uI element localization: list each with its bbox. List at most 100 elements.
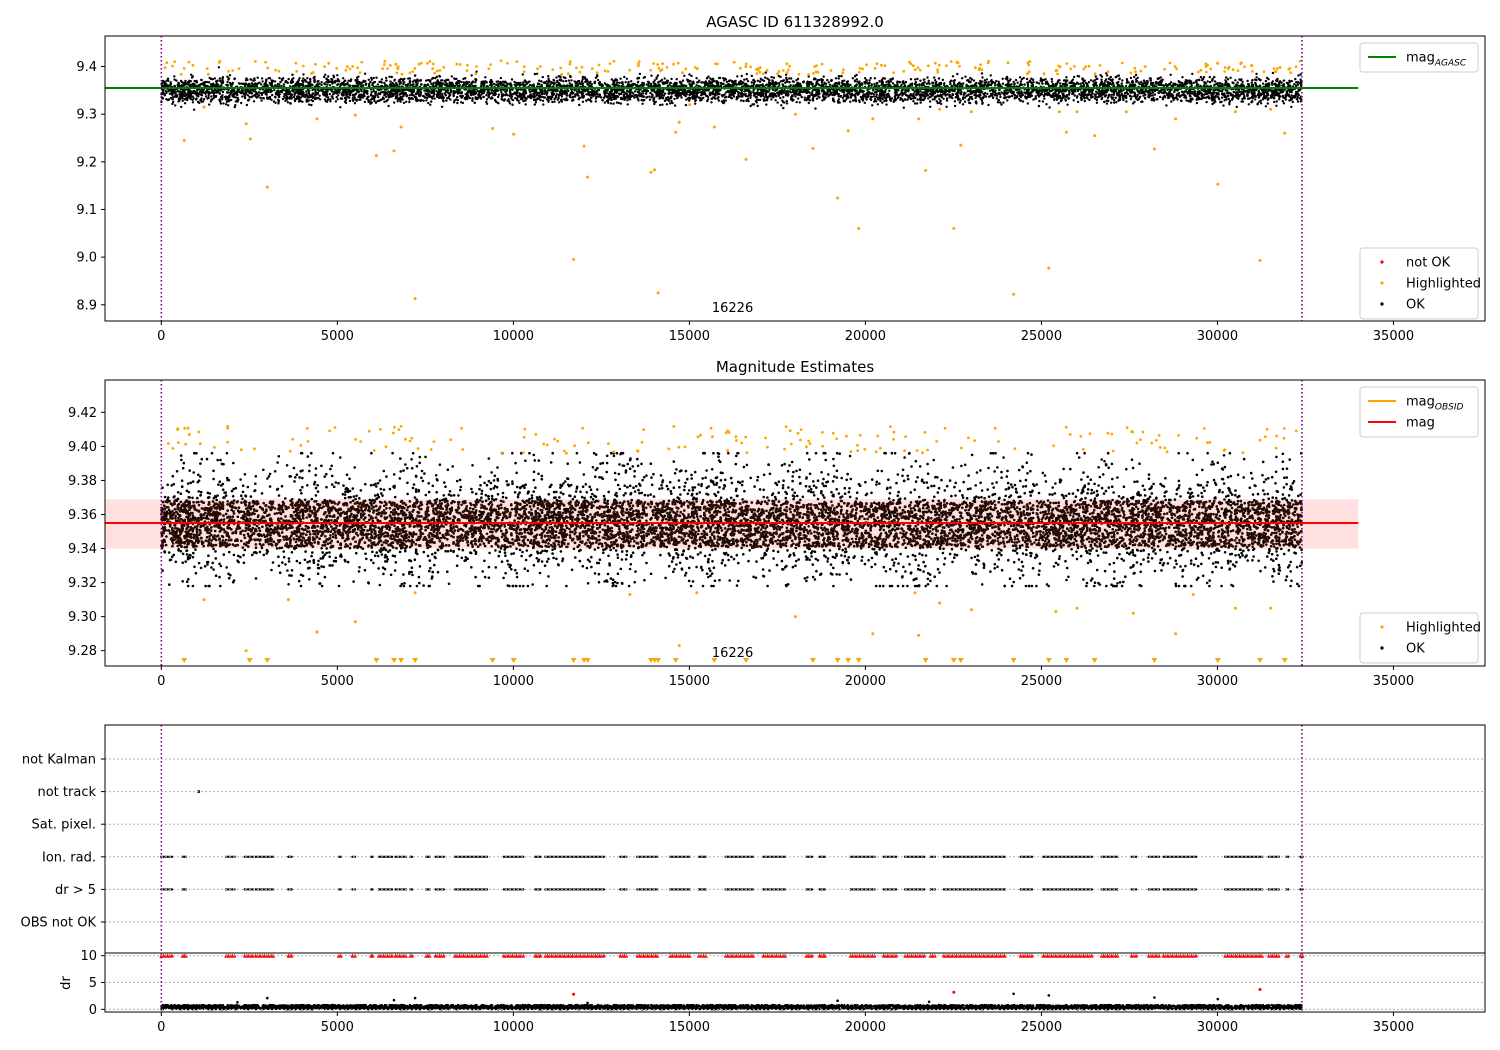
agasc-ok-point — [1195, 79, 1198, 82]
agasc-ok-point — [695, 77, 698, 80]
agasc-ok-point — [385, 76, 388, 80]
agasc-ok-point — [277, 99, 281, 103]
agasc-ok-point — [1110, 93, 1114, 97]
agasc-ok-point — [719, 81, 723, 85]
agasc-ok-point — [557, 101, 561, 104]
agasc-ok-point — [197, 93, 200, 96]
agasc-ok-point — [1112, 90, 1115, 94]
agasc-ok-point — [688, 99, 691, 102]
agasc-ok-point — [327, 75, 330, 78]
agasc-ok-point — [642, 92, 645, 95]
agasc-ok-point — [681, 79, 685, 82]
agasc-ok-point — [500, 97, 503, 101]
agasc-ok-point — [945, 84, 949, 88]
agasc-ok-point — [398, 99, 402, 102]
agasc-ok-point — [1138, 96, 1142, 99]
agasc-ok-point — [944, 94, 947, 97]
agasc-ok-point — [538, 79, 541, 82]
agasc-ok-point — [1205, 100, 1208, 104]
agasc-ok-point — [1115, 101, 1118, 104]
agasc-ok-point — [320, 81, 323, 84]
agasc-ok-point — [433, 97, 436, 100]
agasc-ok-point — [1275, 100, 1279, 103]
agasc-ok-point — [1271, 83, 1274, 86]
agasc-ok-point — [656, 84, 659, 87]
agasc-ok-point — [240, 101, 243, 105]
agasc-ok-point — [389, 80, 392, 83]
agasc-ok-point — [211, 78, 215, 81]
agasc-ok-point — [331, 97, 335, 100]
agasc-ok-point — [446, 89, 450, 92]
agasc-ok-point — [904, 98, 907, 101]
agasc-ok-point — [788, 77, 791, 80]
agasc-ok-point — [510, 78, 514, 81]
agasc-ok-point — [1281, 99, 1285, 103]
agasc-ok-point — [181, 99, 184, 103]
agasc-ok-point — [914, 81, 918, 84]
agasc-ok-point — [310, 103, 313, 107]
agasc-ok-point — [564, 79, 568, 83]
agasc-ok-point — [226, 80, 229, 84]
agasc-ok-point — [966, 84, 969, 88]
agasc-ok-point — [791, 80, 795, 83]
agasc-ok-point — [1034, 95, 1037, 98]
agasc-ok-point — [221, 77, 224, 81]
agasc-ok-point — [1073, 94, 1076, 97]
agasc-ok-point — [202, 98, 206, 101]
agasc-ok-point — [658, 84, 662, 88]
agasc-ok-point — [815, 97, 819, 101]
agasc-ok-point — [897, 89, 900, 92]
agasc-ok-point — [446, 82, 449, 86]
agasc-ok-point — [762, 79, 766, 83]
agasc-ok-point — [440, 105, 444, 109]
agasc-ok-point — [233, 77, 236, 80]
agasc-ok-point — [1032, 98, 1035, 101]
agasc-ok-point — [221, 94, 224, 97]
agasc-ok-point — [1086, 82, 1089, 86]
agasc-ok-point — [845, 80, 849, 84]
agasc-ok-point — [972, 79, 976, 82]
agasc-ok-point — [1078, 93, 1081, 96]
agasc-ok-point — [1255, 76, 1258, 79]
agasc-ok-point — [1095, 101, 1099, 105]
agasc-ok-point — [555, 84, 558, 88]
agasc-ok-point — [1054, 94, 1057, 97]
agasc-ok-point — [678, 81, 682, 84]
agasc-ok-point — [1145, 80, 1148, 83]
agasc-ok-point — [567, 89, 570, 93]
agasc-ok-point — [589, 80, 592, 84]
agasc-ok-point — [1100, 78, 1103, 82]
agasc-ok-point — [881, 101, 884, 104]
agasc-ok-point — [565, 97, 568, 100]
agasc-ok-point — [1007, 80, 1010, 83]
agasc-panel: AGASC ID 611328992.0 0 5000 10000 15000 2000… — [76, 13, 1486, 344]
agasc-ok-point — [755, 98, 759, 101]
agasc-ok-point — [1083, 97, 1086, 100]
agasc-ok-point — [430, 100, 433, 103]
agasc-ok-point — [618, 81, 621, 85]
agasc-ok-point — [241, 95, 244, 98]
agasc-ok-point — [204, 92, 207, 96]
agasc-ok-point — [1037, 95, 1041, 98]
agasc-ok-point — [444, 81, 447, 84]
agasc-ok-point — [945, 105, 948, 109]
agasc-ok-point — [1083, 99, 1087, 103]
agasc-ok-point — [668, 102, 672, 105]
agasc-ok-point — [997, 99, 1001, 102]
agasc-ok-point — [378, 88, 381, 92]
agasc-ok-point — [824, 96, 827, 99]
agasc-ok-point — [375, 76, 378, 79]
agasc-ok-point — [670, 77, 673, 81]
agasc-ok-point — [578, 96, 582, 99]
agasc-ok-point — [412, 88, 416, 92]
agasc-ok-point — [743, 78, 746, 81]
agasc-ok-point — [1020, 90, 1023, 93]
agasc-ok-point — [373, 80, 377, 84]
agasc-ok-point — [513, 80, 516, 84]
agasc-ok-point — [1041, 100, 1045, 103]
agasc-ok-point — [374, 101, 378, 104]
agasc-ok-point — [440, 79, 443, 82]
agasc-ok-point — [1136, 76, 1139, 80]
agasc-ok-point — [581, 82, 585, 85]
agasc-ok-point — [318, 82, 321, 85]
